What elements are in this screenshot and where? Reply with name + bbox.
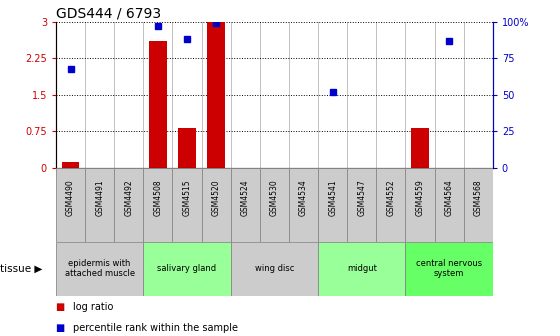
Bar xyxy=(149,41,167,168)
Text: GSM4547: GSM4547 xyxy=(357,179,366,216)
Text: GSM4492: GSM4492 xyxy=(124,179,133,216)
Bar xyxy=(231,168,260,242)
Text: GSM4552: GSM4552 xyxy=(386,179,395,216)
Text: ■: ■ xyxy=(56,302,68,312)
Text: GSM4490: GSM4490 xyxy=(66,179,75,216)
Bar xyxy=(114,168,143,242)
Bar xyxy=(62,162,80,168)
Text: epidermis with
attached muscle: epidermis with attached muscle xyxy=(64,259,135,279)
Bar xyxy=(178,128,196,168)
Bar xyxy=(405,242,493,296)
Bar xyxy=(435,168,464,242)
Text: GSM4568: GSM4568 xyxy=(474,179,483,216)
Bar xyxy=(56,242,143,296)
Bar xyxy=(347,168,376,242)
Text: GSM4541: GSM4541 xyxy=(328,179,337,216)
Bar xyxy=(202,168,231,242)
Text: log ratio: log ratio xyxy=(73,302,113,312)
Text: GSM4524: GSM4524 xyxy=(241,179,250,216)
Bar xyxy=(318,242,405,296)
Text: GSM4520: GSM4520 xyxy=(212,179,221,216)
Bar xyxy=(172,168,202,242)
Bar xyxy=(143,242,231,296)
Text: ■: ■ xyxy=(56,323,68,333)
Text: tissue ▶: tissue ▶ xyxy=(0,264,43,274)
Text: GSM4559: GSM4559 xyxy=(416,179,424,216)
Text: GDS444 / 6793: GDS444 / 6793 xyxy=(56,7,161,21)
Bar xyxy=(289,168,318,242)
Text: salivary gland: salivary gland xyxy=(157,264,217,273)
Text: GSM4491: GSM4491 xyxy=(95,179,104,216)
Bar xyxy=(464,168,493,242)
Text: GSM4534: GSM4534 xyxy=(299,179,308,216)
Bar xyxy=(376,168,405,242)
Bar xyxy=(231,242,318,296)
Bar xyxy=(260,168,289,242)
Bar xyxy=(85,168,114,242)
Bar xyxy=(324,168,342,170)
Text: GSM4515: GSM4515 xyxy=(183,179,192,216)
Text: GSM4508: GSM4508 xyxy=(153,179,162,216)
Bar xyxy=(207,22,225,168)
Text: GSM4530: GSM4530 xyxy=(270,179,279,216)
Text: midgut: midgut xyxy=(347,264,377,273)
Bar xyxy=(411,128,429,168)
Bar xyxy=(318,168,347,242)
Bar xyxy=(405,168,435,242)
Bar xyxy=(143,168,172,242)
Text: central nervous
system: central nervous system xyxy=(416,259,482,279)
Text: percentile rank within the sample: percentile rank within the sample xyxy=(73,323,238,333)
Text: wing disc: wing disc xyxy=(255,264,294,273)
Bar xyxy=(56,168,85,242)
Text: GSM4564: GSM4564 xyxy=(445,179,454,216)
